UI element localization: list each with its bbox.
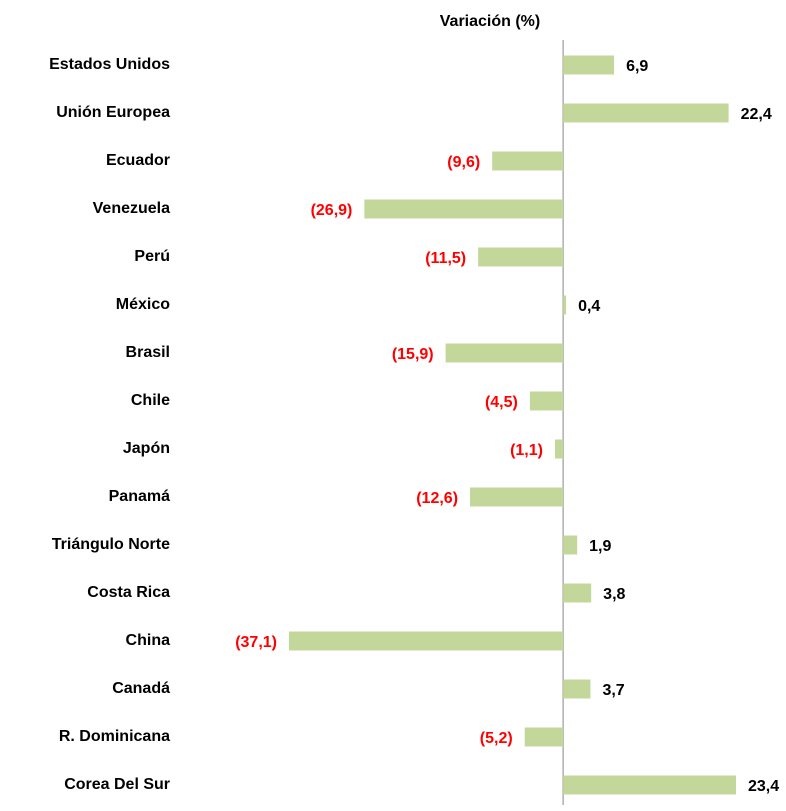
category-label: Triángulo Norte	[52, 536, 170, 553]
value-label: (5,2)	[480, 730, 513, 747]
category-label: Estados Unidos	[49, 56, 170, 73]
bar	[554, 439, 564, 459]
bar	[529, 391, 564, 411]
chart-title: Variación (%)	[440, 13, 540, 30]
bar	[563, 535, 578, 555]
category-label: México	[116, 296, 170, 313]
category-label: Japón	[123, 440, 170, 457]
value-label: (37,1)	[235, 634, 277, 651]
bar	[563, 295, 567, 315]
category-label: Venezuela	[93, 200, 170, 217]
value-label: 6,9	[626, 58, 648, 75]
value-label: (12,6)	[416, 490, 458, 507]
category-label: Chile	[131, 392, 170, 409]
value-label: 0,4	[578, 298, 600, 315]
category-label: Unión Europea	[56, 104, 170, 121]
category-label: Ecuador	[106, 152, 170, 169]
category-label: Panamá	[109, 488, 170, 505]
category-label: Perú	[134, 248, 170, 265]
category-label: China	[126, 632, 171, 649]
bar	[563, 583, 592, 603]
category-label: R. Dominicana	[59, 728, 170, 745]
value-label: 1,9	[589, 538, 611, 555]
value-label: (15,9)	[392, 346, 434, 363]
bar	[563, 775, 736, 795]
value-label: (11,5)	[425, 250, 466, 267]
value-label: 3,8	[603, 586, 625, 603]
value-label: 23,4	[748, 778, 779, 795]
bar	[445, 343, 564, 363]
value-label: 22,4	[741, 106, 772, 123]
category-label: Costa Rica	[87, 584, 170, 601]
bar	[563, 679, 591, 699]
bar	[563, 55, 615, 75]
bar	[289, 631, 564, 651]
bar	[563, 103, 729, 123]
bar	[470, 487, 564, 507]
category-label: Brasil	[126, 344, 170, 361]
value-label: (26,9)	[311, 202, 353, 219]
value-label: (1,1)	[510, 442, 543, 459]
value-label: (4,5)	[485, 394, 518, 411]
value-label: 3,7	[602, 682, 624, 699]
bar	[524, 727, 564, 747]
bar	[478, 247, 564, 267]
bar	[492, 151, 564, 171]
category-label: Corea Del Sur	[64, 776, 170, 793]
bar	[364, 199, 564, 219]
category-label: Canadá	[112, 680, 170, 697]
value-label: (9,6)	[447, 154, 480, 171]
